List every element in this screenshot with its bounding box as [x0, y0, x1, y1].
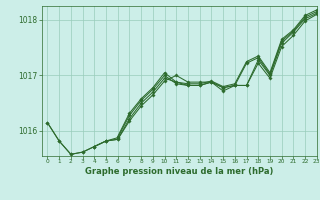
X-axis label: Graphe pression niveau de la mer (hPa): Graphe pression niveau de la mer (hPa) — [85, 167, 273, 176]
